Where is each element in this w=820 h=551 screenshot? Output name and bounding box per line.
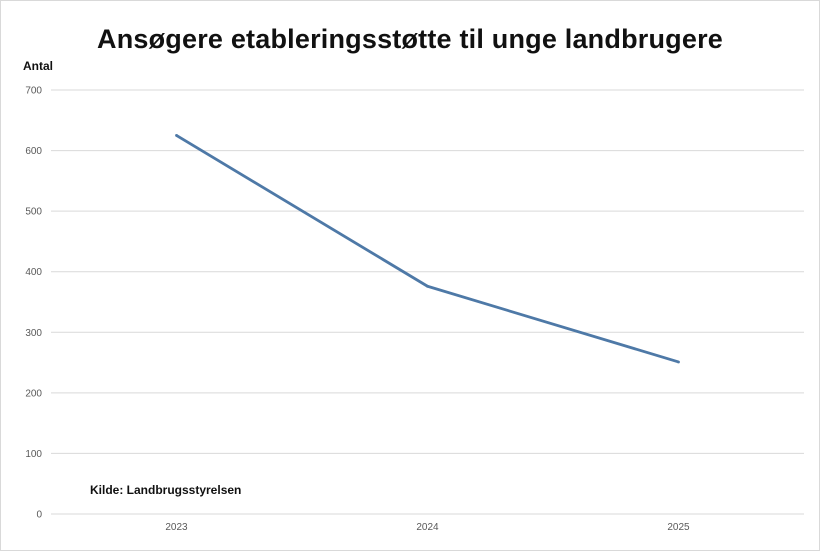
y-tick-label: 600 bbox=[25, 146, 42, 157]
y-tick-label: 0 bbox=[36, 510, 42, 521]
y-tick-labels: 0 100 200 300 400 500 600 700 bbox=[25, 86, 42, 521]
y-tick-label: 100 bbox=[25, 449, 42, 460]
data-point-2023 bbox=[175, 134, 178, 137]
data-point-2024 bbox=[426, 285, 429, 288]
y-tick-label: 500 bbox=[25, 207, 42, 218]
series-group bbox=[175, 134, 680, 363]
y-tick-label: 700 bbox=[25, 86, 42, 97]
y-tick-label: 400 bbox=[25, 267, 42, 278]
x-tick-label: 2024 bbox=[416, 522, 439, 533]
y-tick-label: 300 bbox=[25, 328, 42, 339]
x-tick-label: 2025 bbox=[667, 522, 690, 533]
gridlines bbox=[51, 90, 804, 514]
series-line-0 bbox=[177, 135, 679, 362]
x-tick-labels: 2023 2024 2025 bbox=[165, 522, 690, 533]
x-tick-label: 2023 bbox=[165, 522, 188, 533]
line-chart: 0 100 200 300 400 500 600 700 2023 2024 2025 bbox=[0, 0, 820, 551]
data-point-2025 bbox=[677, 361, 680, 364]
source-annotation: Kilde: Landbrugsstyrelsen bbox=[90, 483, 241, 497]
y-tick-label: 200 bbox=[25, 388, 42, 399]
